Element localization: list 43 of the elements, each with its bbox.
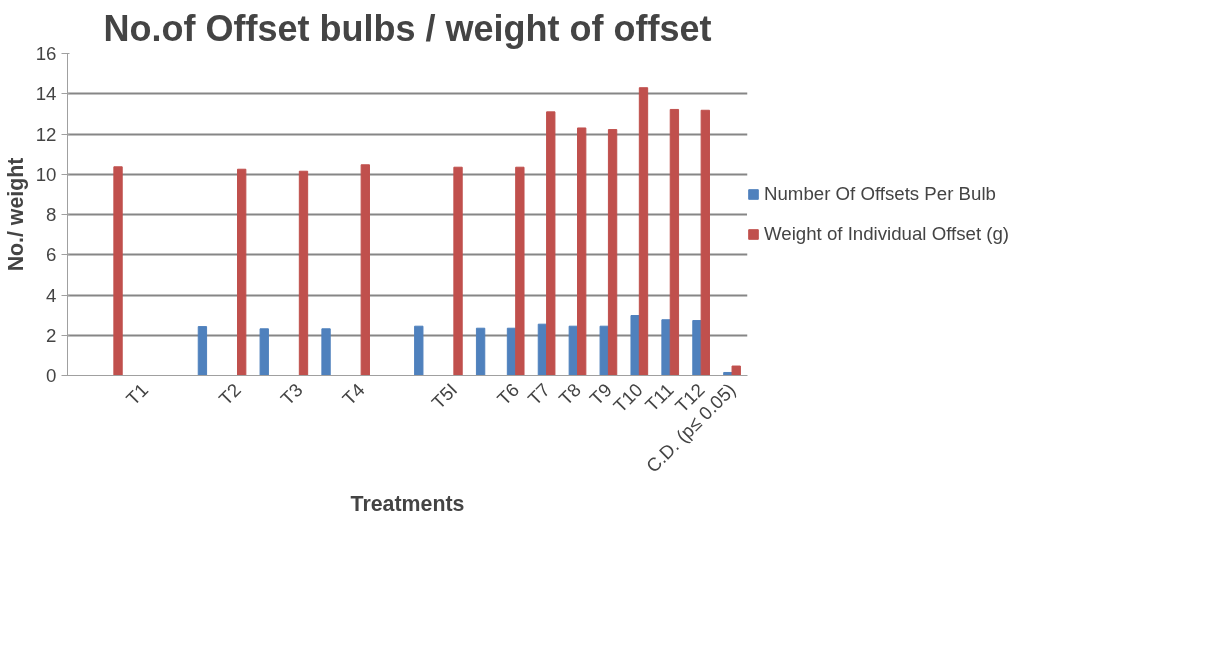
bar [298, 170, 309, 376]
bar [453, 166, 463, 376]
bar [237, 168, 247, 376]
legend-label: Number Of Offsets Per Bulb [764, 183, 996, 205]
bar [546, 111, 556, 376]
bar [599, 325, 609, 376]
bar [259, 328, 269, 376]
bar [638, 87, 649, 376]
bar [630, 315, 640, 376]
legend-label: Weight of Individual Offset (g) [764, 223, 1010, 245]
bar [360, 164, 370, 376]
y-tick-label: 10 [35, 163, 57, 185]
bar [414, 325, 424, 376]
y-axis-title: No./ weight [3, 157, 28, 272]
y-tick-label: 14 [35, 83, 57, 105]
bar [577, 127, 587, 376]
bar [700, 109, 710, 376]
bar [731, 365, 741, 376]
y-tick-label: 4 [46, 284, 57, 306]
bar [321, 328, 331, 376]
bar [669, 108, 680, 376]
x-tick-label: T8 [554, 379, 585, 410]
bar [475, 327, 486, 376]
bar [113, 166, 123, 376]
x-tick-label: T2 [214, 379, 245, 410]
y-tick-label: 12 [35, 123, 57, 145]
x-axis-title: Treatments [350, 492, 465, 517]
chart-title: No.of Offset bulbs / weight of offset [103, 7, 712, 49]
x-tick-label: T6 [492, 379, 524, 410]
y-tick-label: 2 [46, 324, 57, 346]
y-tick-label: 8 [46, 204, 57, 225]
x-tick-label: T5I [427, 379, 462, 413]
y-tick-label: 16 [35, 43, 57, 64]
y-tick-label: 6 [46, 244, 57, 266]
x-tick-label: T1 [121, 379, 153, 410]
bar [515, 166, 525, 376]
x-tick-label: T7 [523, 379, 555, 410]
bar [661, 319, 671, 376]
y-tick-label: 0 [46, 365, 57, 386]
x-tick-label: T4 [338, 379, 369, 410]
bar [197, 326, 208, 376]
x-tick-label: T3 [276, 379, 307, 410]
bar [607, 129, 618, 376]
